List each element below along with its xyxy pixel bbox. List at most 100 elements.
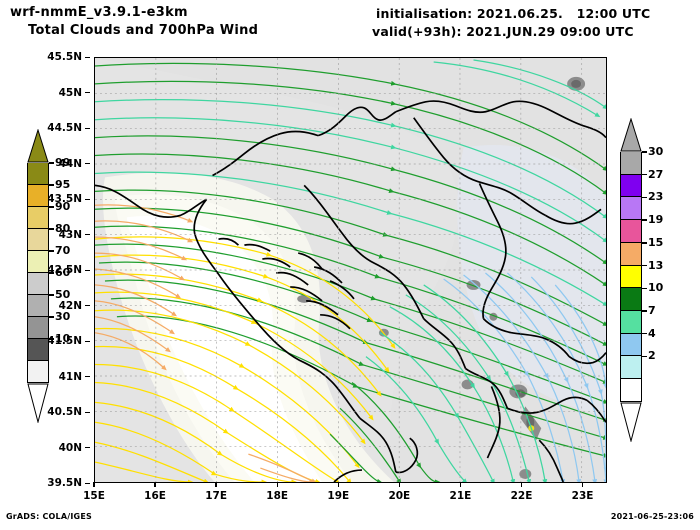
colorbar-tick-mark: [642, 264, 647, 267]
colorbar-total-cloud-cover[interactable]: 99 95 90 80 70 60 50 30 10: [27, 128, 70, 424]
y-tick-mark: [85, 234, 90, 236]
colorbar-tick-label: 50: [55, 288, 71, 301]
y-tick-label: 43N: [58, 228, 82, 241]
colorbar-segment: 4: [620, 327, 656, 357]
colorbar-arrow-bottom: [27, 383, 49, 424]
colorbar-segment: 7: [620, 304, 656, 334]
y-axis: 45.5N 45N 44.5N 44N 43.5N 43N 42.5N 42N 41.5N 41N…: [0, 51, 90, 489]
y-tick-mark: [85, 411, 90, 413]
colorbar-tick-label: 99: [55, 156, 71, 169]
colorbar-tick-label: 70: [55, 244, 71, 257]
colorbar-segment: 99: [27, 156, 70, 185]
x-tick-label: 22E: [510, 490, 533, 502]
colorbar-tick-mark: [642, 174, 647, 176]
x-tick-mark: [520, 482, 523, 487]
colorbar-tick-label: 60: [55, 266, 71, 279]
y-tick-label: 45N: [58, 86, 82, 99]
colorbar-tick-mark: [49, 228, 54, 230]
x-tick-label: 16E: [144, 490, 166, 502]
colorbar-tick-mark: [642, 287, 647, 290]
y-tick-mark: [85, 56, 90, 58]
colorbar-segment: 27: [620, 168, 663, 198]
colorbar-tick-mark: [49, 338, 54, 340]
colorbar-tick-label: 30: [55, 310, 71, 323]
colorbar-segment: 10: [620, 281, 663, 312]
y-tick-label: 41N: [58, 370, 82, 383]
y-tick-mark: [85, 127, 90, 129]
colorbar-segment: 60: [27, 266, 70, 295]
lat-lon-grid: [95, 58, 606, 482]
colorbar-tick-label: 95: [55, 178, 71, 191]
colorbar-tick-mark: [49, 316, 54, 318]
colorbar-tick-label: 23: [648, 190, 664, 204]
y-tick-mark: [85, 305, 90, 307]
colorbar-tick-mark: [49, 184, 54, 186]
wind-streamline-layer: [95, 58, 606, 482]
footer-credit: GrADS: COLA/IGES: [6, 512, 92, 521]
colorbar-tick-mark: [49, 162, 54, 164]
colorbar-tick-label: 80: [55, 222, 71, 235]
initialisation-time: initialisation: 2021.06.25. 12:00 UTC: [376, 6, 651, 21]
colorbar-tick-mark: [642, 310, 647, 312]
y-tick-label: 40N: [58, 441, 82, 454]
colorbar-segment: 70: [27, 244, 70, 273]
colorbar-tick-mark: [642, 355, 647, 358]
colorbar-arrow-top: [27, 128, 49, 163]
x-tick-mark: [93, 482, 95, 487]
y-tick-mark: [85, 340, 90, 342]
colorbar-tick-label: 10: [648, 281, 664, 295]
map-plot-area[interactable]: [94, 57, 607, 483]
colorbar-segment: [27, 361, 49, 383]
x-tick-mark: [459, 482, 462, 487]
colorbar-wind-speed[interactable]: 30 27 23 19 15 13 10 7 4 2: [620, 117, 663, 443]
x-tick-mark: [276, 482, 278, 487]
colorbar-segment: 23: [620, 190, 663, 221]
colorbar-segment: 30: [27, 310, 70, 339]
colorbar-tick-mark: [642, 196, 647, 199]
x-tick-label: 21E: [449, 490, 472, 502]
x-tick-mark: [215, 482, 217, 487]
colorbar-tick-mark: [49, 294, 54, 296]
y-tick-label: 42.5N: [47, 264, 82, 276]
colorbar-tick-label: 27: [648, 167, 664, 181]
y-tick-mark: [85, 92, 90, 94]
colorbar-tick-label: 13: [648, 258, 664, 272]
colorbar-tick-label: 30: [648, 145, 664, 158]
x-tick-mark: [581, 482, 584, 487]
colorbar-segment: [620, 379, 642, 402]
y-tick-mark: [85, 482, 90, 484]
colorbar-arrow-bottom: [620, 402, 642, 443]
colorbar-tick-mark: [49, 272, 54, 274]
colorbar-segment: 30: [620, 145, 663, 175]
colorbar-segment: 95: [27, 178, 70, 207]
model-name: wrf-nmmE_v3.9.1-e3km: [10, 5, 188, 20]
valid-time: valid(+93h): 2021.JUN.29 09:00 UTC: [372, 24, 634, 39]
y-tick-label: 44N: [58, 157, 82, 170]
colorbar-tick-label: 4: [648, 326, 656, 340]
colorbar-segment: 50: [27, 288, 70, 317]
y-tick-label: 43.5N: [47, 193, 82, 205]
footer-timestamp: 2021-06-25-23:06: [610, 512, 694, 521]
colorbar-tick-label: 15: [648, 235, 664, 249]
y-tick-mark: [85, 447, 90, 449]
colorbar-segment: 90: [27, 200, 70, 229]
x-tick-mark: [154, 482, 156, 487]
y-tick-label: 42N: [58, 299, 82, 312]
y-tick-label: 40.5N: [47, 406, 82, 418]
colorbar-tick-mark: [642, 333, 647, 335]
colorbar-segment: 2: [620, 349, 656, 380]
coastline-border-layer: [95, 58, 606, 482]
colorbar-tick-mark: [642, 151, 647, 153]
x-tick-mark: [398, 482, 401, 487]
colorbar-segment: 13: [620, 259, 663, 289]
x-tick-label: 15E: [83, 490, 105, 502]
y-tick-label: 44.5N: [47, 122, 82, 134]
y-tick-label: 41.5N: [47, 335, 82, 347]
x-tick-label: 17E: [205, 490, 228, 502]
y-tick-mark: [85, 163, 90, 165]
colorbar-segment: 19: [620, 213, 663, 243]
y-tick-mark: [85, 269, 90, 271]
colorbar-tick-label: 90: [55, 200, 71, 213]
colorbar-arrow-top: [620, 117, 642, 152]
x-tick-mark: [337, 482, 339, 487]
